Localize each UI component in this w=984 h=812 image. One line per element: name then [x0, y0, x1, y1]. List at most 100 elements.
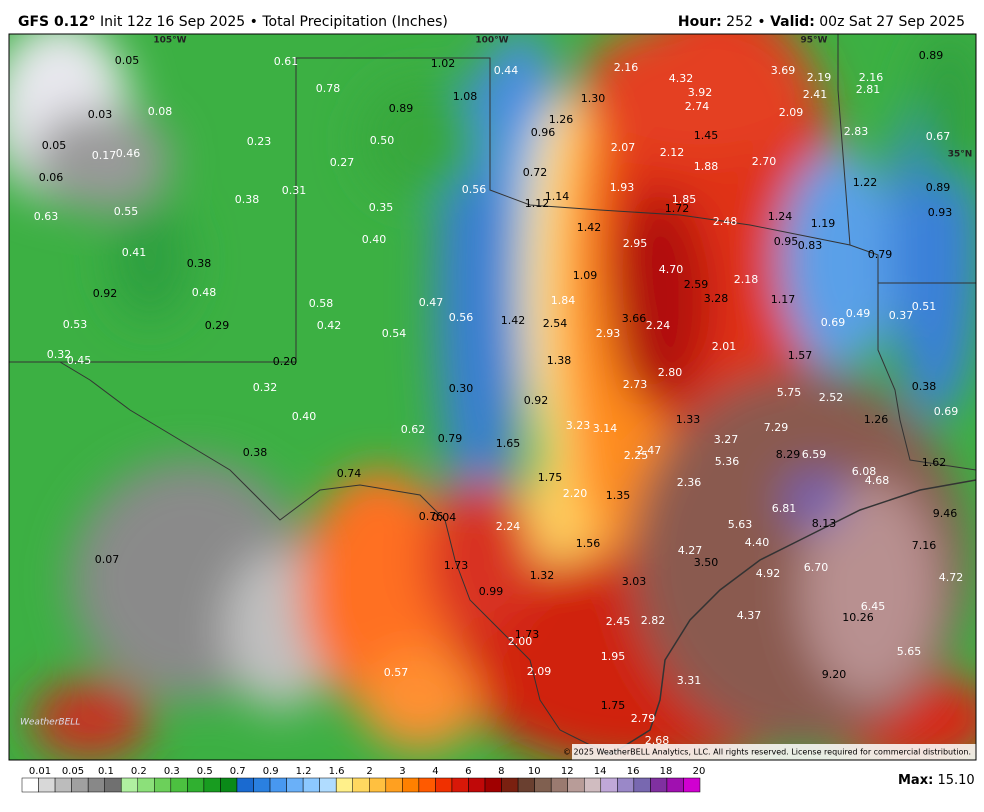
- map-value: 1.57: [788, 349, 813, 362]
- legend-swatch: [71, 777, 89, 793]
- legend-swatch: [468, 777, 486, 793]
- map-value: 3.66: [622, 312, 647, 325]
- precip-blob: [915, 34, 976, 190]
- legend-tick: 8: [498, 766, 504, 777]
- header-right: Hour: 252 • Valid: 00z Sat 27 Sep 2025: [678, 14, 965, 30]
- legend-swatch: [38, 777, 56, 793]
- legend-swatch: [54, 777, 72, 793]
- map-value: 1.75: [538, 471, 563, 484]
- map-value: 0.63: [34, 210, 59, 223]
- precip-field: [9, 34, 976, 760]
- legend-swatch: [617, 777, 635, 793]
- map-value: 1.84: [551, 294, 576, 307]
- map-value: 1.42: [501, 314, 526, 327]
- legend-tick: 20: [693, 766, 706, 777]
- map-value: 2.79: [631, 712, 656, 725]
- coastline: [609, 479, 976, 756]
- map-value: 4.37: [737, 609, 762, 622]
- map-value: 1.26: [864, 413, 889, 426]
- legend-swatch: [170, 777, 188, 793]
- legend-swatch: [236, 777, 254, 793]
- map-value: 0.45: [67, 354, 92, 367]
- map-value: 0.89: [919, 49, 944, 62]
- map-value: 0.38: [235, 193, 260, 206]
- map-value: 2.81: [856, 83, 881, 96]
- map-value: 1.12: [525, 197, 550, 210]
- map-value: 4.68: [865, 474, 890, 487]
- map-value: 2.52: [819, 391, 844, 404]
- map-value: 0.67: [926, 130, 951, 143]
- map-value: 2.83: [844, 125, 869, 138]
- map-value: 9.20: [822, 668, 847, 681]
- country-border: [59, 361, 611, 756]
- map-value: 0.69: [934, 405, 959, 418]
- map-value: 2.12: [660, 146, 685, 159]
- max-label: Max:: [898, 773, 933, 788]
- map-value: 0.76: [419, 510, 444, 523]
- precip-blob: [580, 34, 820, 160]
- map-value: 1.72: [665, 202, 690, 215]
- legend-swatch: [302, 777, 320, 793]
- map-value: 0.17: [92, 149, 117, 162]
- map-value: 1.24: [768, 210, 793, 223]
- legend-swatch: [220, 777, 238, 793]
- map-value: 0.93: [928, 206, 953, 219]
- map-value: 0.46: [116, 147, 141, 160]
- state-border: [837, 34, 851, 246]
- map-value: 1.38: [547, 354, 572, 367]
- legend-tick: 10: [528, 766, 541, 777]
- map-value: 7.29: [764, 421, 789, 434]
- map-value: 8.29: [776, 448, 801, 461]
- precip-blob: [30, 110, 170, 210]
- legend-tick: 0.05: [62, 766, 84, 777]
- valid-value: 00z Sat 27 Sep 2025: [819, 14, 965, 30]
- copyright: © 2025 WeatherBELL Analytics, LLC. All r…: [563, 748, 971, 757]
- watermark: WeatherBELL: [20, 718, 80, 728]
- map-value: 3.31: [677, 674, 702, 687]
- map-value: 0.37: [889, 309, 914, 322]
- map-value: 0.40: [292, 410, 317, 423]
- precip-blob: [800, 480, 940, 700]
- legend-swatch: [683, 777, 701, 793]
- map-value: 1.32: [530, 569, 555, 582]
- map-value: 0.23: [247, 135, 272, 148]
- legend-tick: 0.01: [29, 766, 51, 777]
- map-value: 0.06: [39, 171, 64, 184]
- map-value: 1.19: [811, 217, 836, 230]
- map-value: 1.14: [545, 190, 570, 203]
- map-value: 1.88: [694, 160, 719, 173]
- map-value: 0.05: [42, 139, 67, 152]
- map-value: 0.92: [93, 287, 118, 300]
- map-value: 0.42: [317, 319, 342, 332]
- graticule-label: 105°W: [153, 36, 186, 46]
- map-value: 0.31: [282, 184, 307, 197]
- separator: •: [757, 14, 765, 30]
- map-value: 1.75: [601, 699, 626, 712]
- map-value: 1.17: [771, 293, 796, 306]
- map-value: 0.38: [243, 446, 268, 459]
- map-value: 0.53: [63, 318, 88, 331]
- legend-swatch: [269, 777, 287, 793]
- map-value: 2.82: [641, 614, 666, 627]
- map-value: 2.59: [684, 278, 709, 291]
- map-value: 6.45: [861, 600, 886, 613]
- map-value: 0.38: [187, 257, 212, 270]
- map-value: 0.04: [432, 511, 457, 524]
- map-value: 2.95: [623, 237, 648, 250]
- legend-tick: 0.7: [230, 766, 246, 777]
- map-value: 5.75: [777, 386, 802, 399]
- legend-tick: 1.6: [329, 766, 345, 777]
- map-value: 2.48: [713, 215, 738, 228]
- max-value: 15.10: [937, 773, 974, 788]
- legend-swatch: [402, 777, 420, 793]
- legend-tick: 1.2: [296, 766, 312, 777]
- legend-swatch: [550, 777, 568, 793]
- map-value: 1.22: [853, 176, 878, 189]
- legend-swatch: [583, 777, 602, 793]
- map-value: 0.41: [122, 246, 147, 259]
- map-value: 0.07: [95, 553, 120, 566]
- map-value: 0.96: [531, 126, 556, 139]
- map-value: 1.42: [577, 221, 602, 234]
